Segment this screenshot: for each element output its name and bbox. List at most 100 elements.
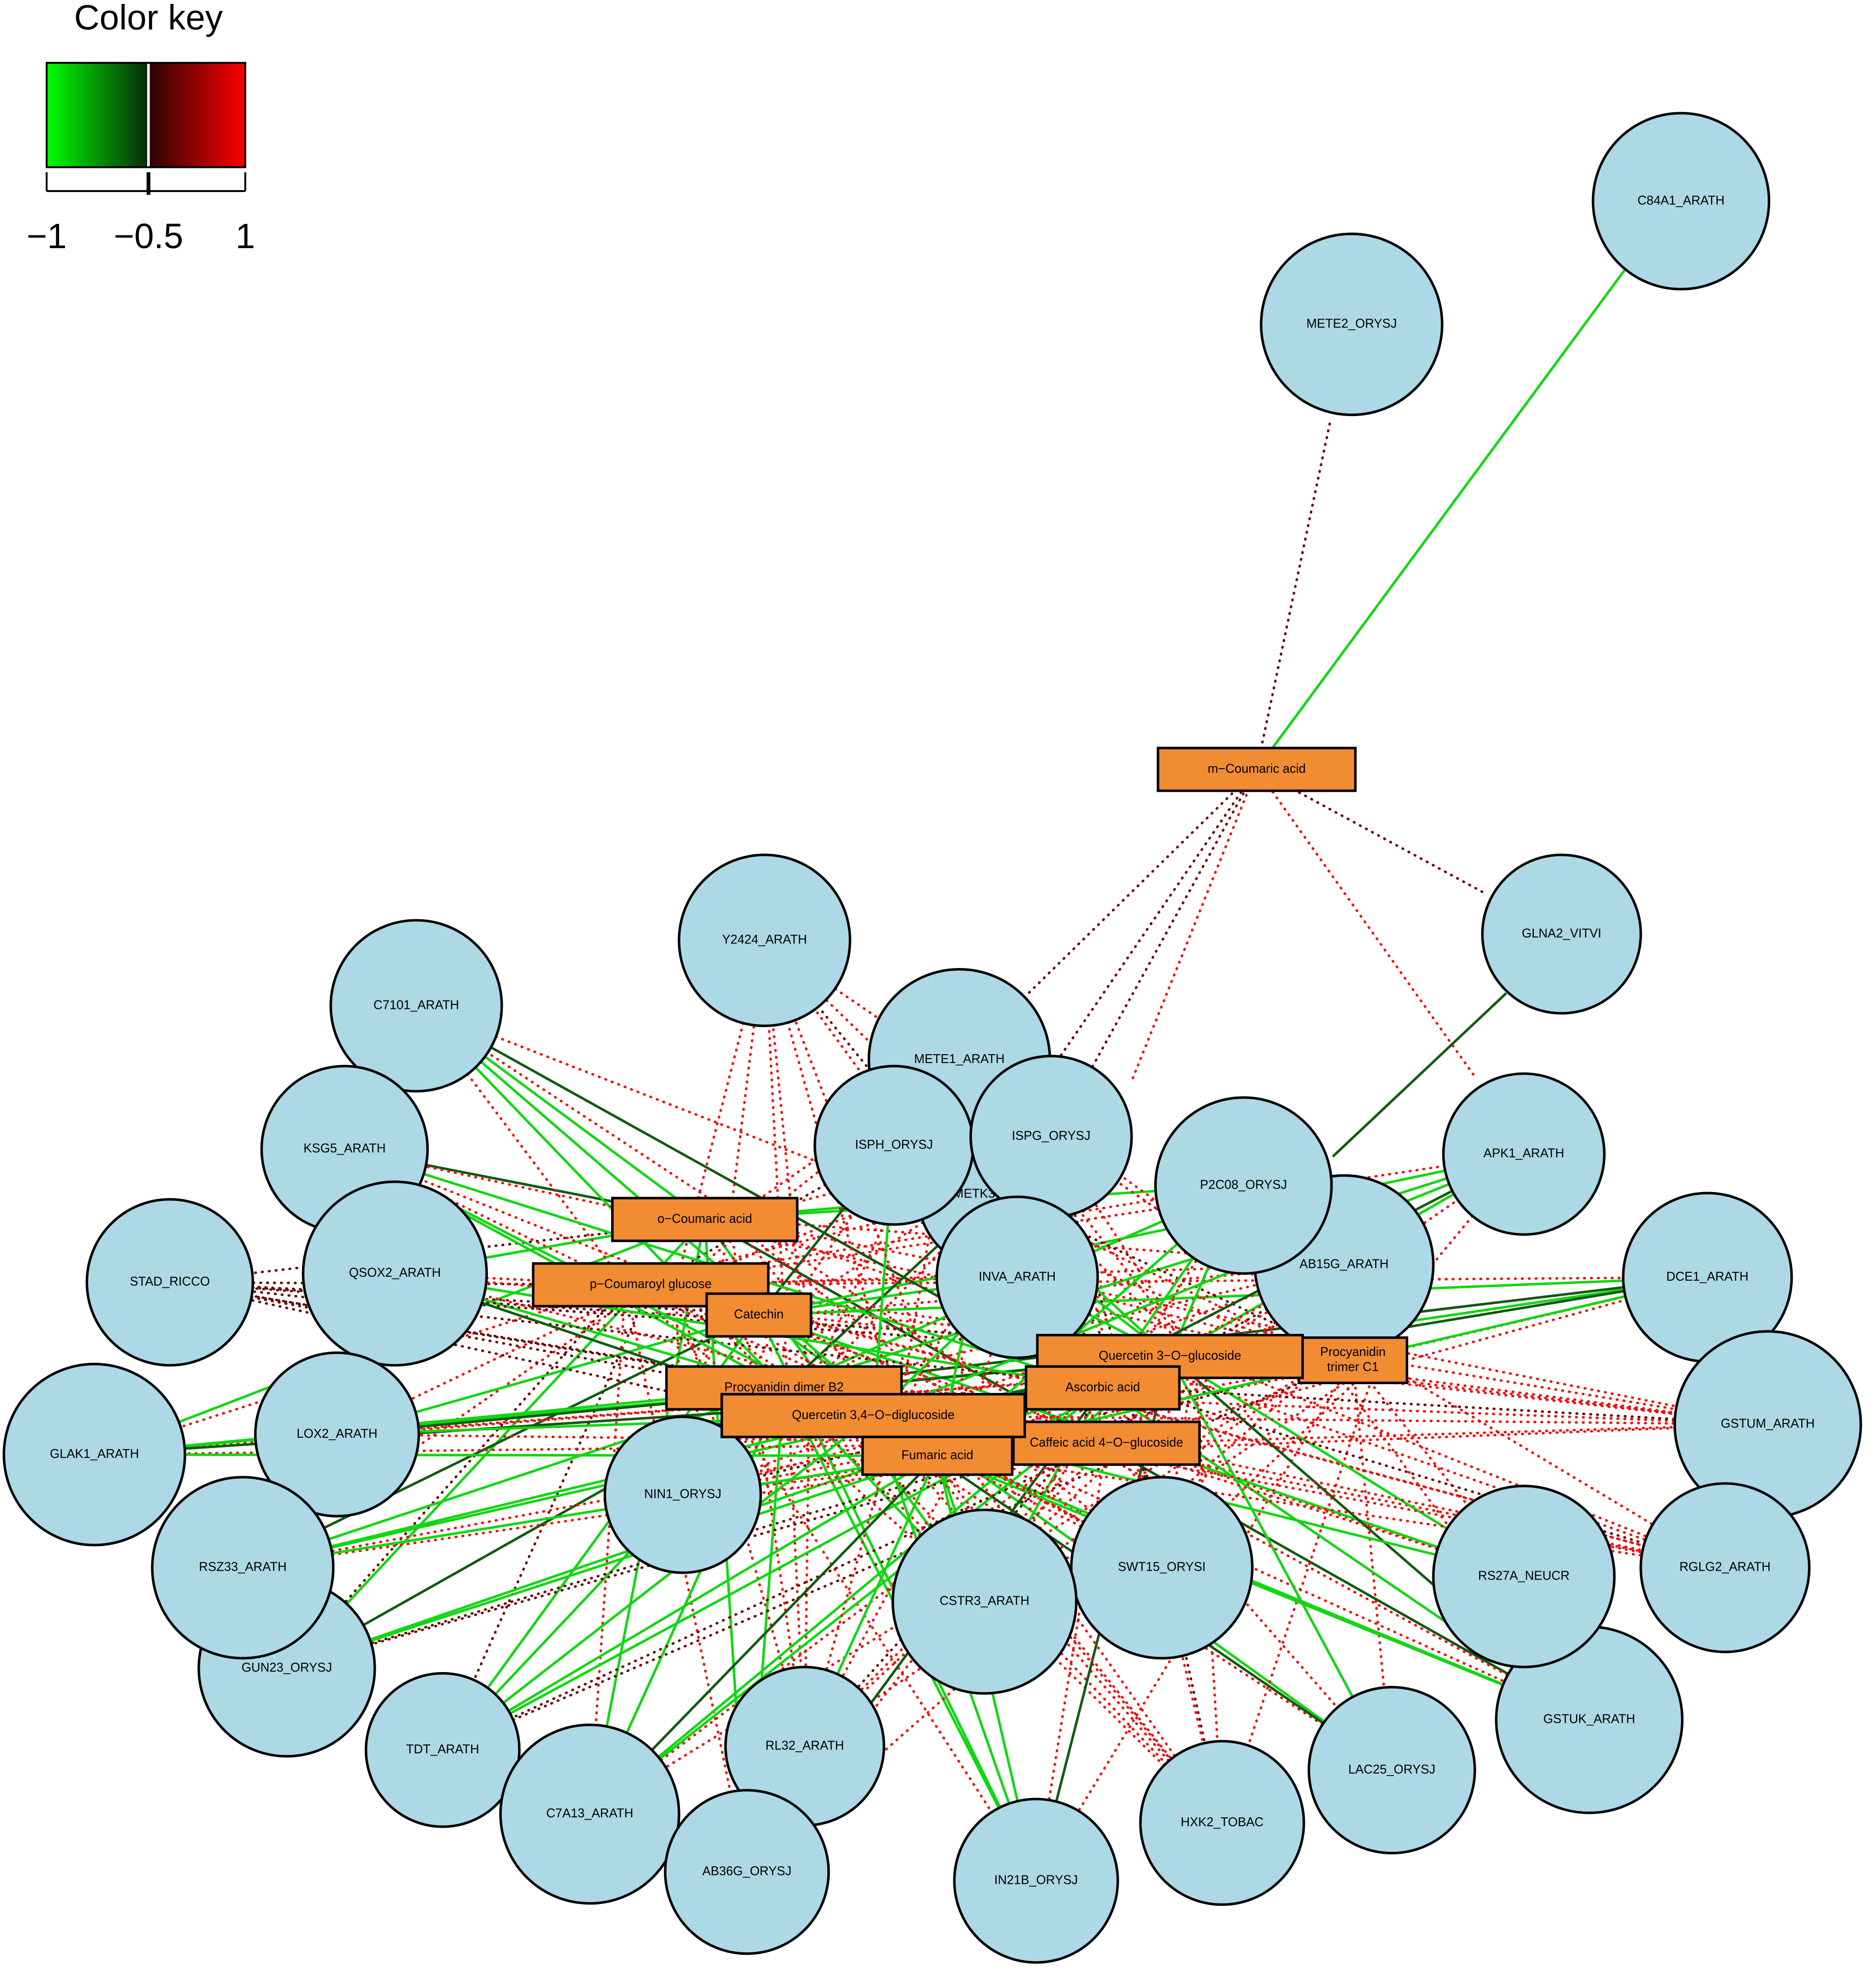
protein-node xyxy=(678,853,851,1028)
protein-node xyxy=(302,1180,488,1367)
edge xyxy=(343,1148,1329,1362)
protein-label: RGLG2_ARATH xyxy=(1680,1560,1771,1574)
protein-label: AB15G_ARATH xyxy=(1299,1257,1389,1271)
edge xyxy=(1090,768,1258,1070)
protein-label: QSOX2_ARATH xyxy=(349,1266,441,1280)
edge xyxy=(1126,1387,1769,1426)
protein-label: TDT_ARATH xyxy=(406,1743,479,1756)
edge xyxy=(442,1414,874,1751)
protein-label: HXK2_TOBAC xyxy=(1181,1815,1263,1829)
metabolite-node xyxy=(720,1393,1026,1438)
protein-node xyxy=(85,1198,255,1367)
protein-node xyxy=(1639,1482,1811,1653)
edge xyxy=(958,1058,1130,1389)
edge xyxy=(758,1153,1524,1317)
edge xyxy=(763,939,1197,1358)
edge xyxy=(1050,1135,1197,1358)
edge xyxy=(242,1314,760,1569)
protein-node xyxy=(603,1416,762,1574)
edge xyxy=(1255,768,1475,1076)
edge xyxy=(1055,768,1258,1064)
edge xyxy=(1352,1359,1393,1772)
protein-node xyxy=(364,1672,521,1828)
protein-label: CSTR3_ARATH xyxy=(939,1594,1029,1608)
metabolite-node xyxy=(861,1435,1014,1476)
metabolite-label: Procyanidin dimer B2 xyxy=(724,1381,844,1394)
metabolite-label: Catechin xyxy=(734,1307,784,1321)
protein-node xyxy=(1154,1096,1333,1275)
protein-label: METE2_ORYSJ xyxy=(1306,317,1397,330)
nodes: C84A1_ARATH METE2_ORYSJ Y2424_ARATH C7101_A… xyxy=(2,112,1862,1964)
edge xyxy=(675,1263,1346,1287)
edge xyxy=(415,1004,1329,1362)
protein-label: SWT15_ORYSI xyxy=(1118,1560,1205,1574)
metabolite-label: o−Coumaric acid xyxy=(657,1212,752,1226)
edge xyxy=(441,1283,652,1751)
protein-label: APK1_ARATH xyxy=(1484,1147,1564,1161)
metabolite-node xyxy=(705,1292,812,1338)
key-gradient-red xyxy=(148,63,246,167)
edge xyxy=(1331,992,1507,1158)
edge xyxy=(1255,420,1332,771)
metabolite-label: p−Coumaroyl glucose xyxy=(590,1277,712,1291)
protein-label: STAD_RICCO xyxy=(130,1275,210,1289)
protein-label: LAC25_ORYSJ xyxy=(1348,1763,1435,1776)
protein-label: C7A13_ARATH xyxy=(546,1807,633,1820)
edge xyxy=(93,1283,627,1456)
edge xyxy=(94,1453,938,1457)
protein-node xyxy=(499,1723,680,1905)
metabolite-node xyxy=(1157,746,1357,792)
edge xyxy=(242,1414,874,1569)
metabolite-label: Quercetin 3−O−glucoside xyxy=(1099,1349,1241,1363)
edge xyxy=(937,1454,1590,1721)
edge xyxy=(983,1359,1329,1603)
protein-label: AB36G_ORYSJ xyxy=(702,1865,791,1878)
protein-node xyxy=(1139,1740,1305,1906)
edge xyxy=(168,1281,785,1317)
edge xyxy=(897,1414,1769,1426)
edge xyxy=(168,1218,731,1284)
protein-node xyxy=(953,1798,1119,1964)
protein-node xyxy=(1591,112,1771,291)
protein-node xyxy=(329,919,503,1093)
edge xyxy=(441,1442,1108,1751)
metabolite-label: trimer C1 xyxy=(1327,1360,1379,1374)
metabolite-label: Quercetin 3,4−O−diglucoside xyxy=(792,1408,954,1422)
protein-label: C7101_ARATH xyxy=(373,998,459,1012)
protein-label: NIN1_ORYSJ xyxy=(644,1487,721,1501)
edge xyxy=(958,1058,1197,1358)
protein-label: METE1_ARATH xyxy=(914,1052,1004,1066)
edge xyxy=(1130,768,1258,1083)
protein-node xyxy=(1260,232,1444,417)
edge xyxy=(285,1283,627,1670)
color-key-title: Color key xyxy=(74,0,223,37)
metabolite-node xyxy=(611,1196,799,1242)
metabolite-node xyxy=(1012,1421,1201,1466)
edge xyxy=(588,1359,1329,1815)
protein-label: KSG5_ARATH xyxy=(303,1141,386,1155)
edge xyxy=(759,1276,1708,1317)
edge xyxy=(763,939,900,1417)
key-border xyxy=(45,62,247,168)
protein-node xyxy=(1442,1072,1606,1236)
protein-node xyxy=(254,1351,420,1518)
metabolite-label: Procyanidin xyxy=(1320,1345,1386,1359)
protein-label: IN21B_ORYSJ xyxy=(994,1873,1078,1887)
metabolite-label: Ascorbic acid xyxy=(1066,1381,1140,1394)
metabolite-label: m−Coumaric acid xyxy=(1208,762,1306,775)
protein-label: RSZ33_ARATH xyxy=(199,1560,287,1574)
edge xyxy=(745,1442,1083,1873)
protein-label: INVA_ARATH xyxy=(979,1270,1056,1284)
metabolites: m−Coumaric acid o−Coumaric acid p−Coumaroy… xyxy=(532,746,1408,1476)
protein-label: GSTUM_ARATH xyxy=(1721,1417,1815,1431)
edge xyxy=(441,1359,1355,1751)
key-tick-label: 1 xyxy=(235,217,255,256)
edge xyxy=(675,1058,961,1287)
edge xyxy=(704,1218,1590,1721)
protein-label: ISPH_ORYSJ xyxy=(855,1138,933,1152)
protein-label: DCE1_ARATH xyxy=(1666,1270,1748,1284)
edge xyxy=(728,1218,1224,1824)
edge xyxy=(1130,1442,1726,1569)
